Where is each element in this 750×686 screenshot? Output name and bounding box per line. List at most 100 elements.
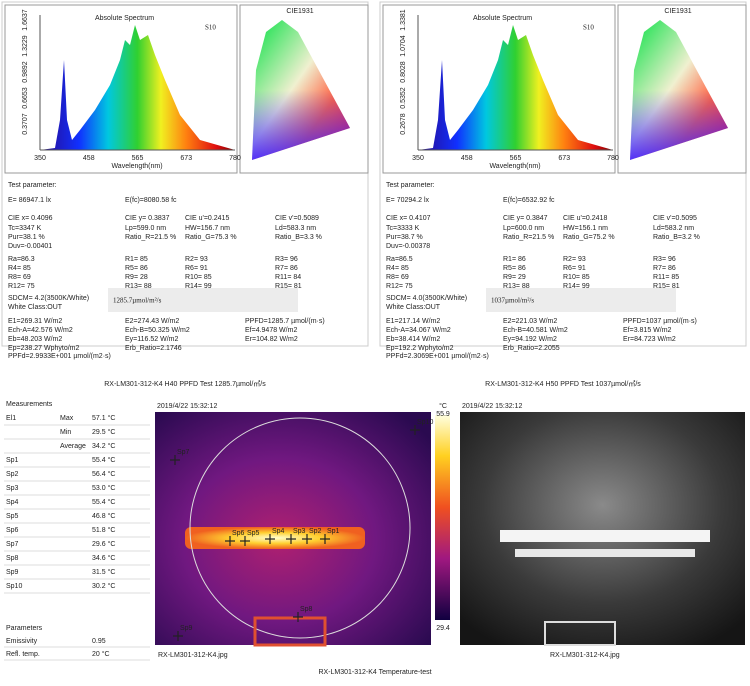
table-cell: Sp6 [6, 527, 19, 534]
parameter: PPFd=2.9933E+001 µmol/(m2·s) [8, 353, 111, 360]
highlight-box [108, 288, 298, 312]
parameter: R10= 85 [563, 274, 590, 281]
y-tick-label: 1.3229 [22, 35, 29, 57]
parameter: R4= 85 [386, 265, 409, 272]
parameter: CIE u'=0.2415 [185, 215, 229, 222]
parameter: R3= 96 [275, 256, 298, 263]
parameter: R6= 91 [563, 265, 586, 272]
parameter: Ech-B=50.325 W/m2 [125, 327, 190, 334]
parameter: R5= 86 [503, 265, 526, 272]
y-tick-label: 1.6637 [22, 9, 29, 31]
parameter: Ep=192.2 Wphyto/m2 [386, 345, 454, 352]
parameter: PPFD=1037 µmol/(m·s) [623, 318, 697, 325]
table-cell: Min [60, 429, 71, 436]
parameter: R12= 75 [8, 283, 35, 290]
parameter: HW=156.1 nm [563, 225, 608, 232]
table-cell: 55.4 °C [92, 498, 115, 506]
parameter: R8= 69 [386, 274, 409, 281]
cie-title: CIE1931 [286, 8, 313, 15]
parameter: CIE v'=0.5089 [275, 215, 319, 222]
spot-label: Sp5 [247, 530, 260, 537]
spot-label: Sp8 [300, 606, 313, 613]
color-scale [435, 415, 450, 620]
table-cell: 51.8 °C [92, 526, 115, 534]
parameter: Ratio_B=3.2 % [653, 234, 700, 241]
parameter: SDCM= 4.2(3500K/White) [8, 295, 89, 302]
parameter: E= 70294.2 lx [386, 197, 430, 204]
parameter: Ratio_G=75.2 % [563, 234, 615, 241]
parameter: Ra=86.5 [386, 256, 413, 263]
parameter: R9= 29 [503, 274, 526, 281]
parameter: PPFD=1285.7 µmol/(m·s) [245, 318, 325, 325]
table-cell: Sp5 [6, 513, 19, 520]
file-name: RX-LM301-312-K4.jpg [158, 652, 228, 659]
highlight-box [486, 288, 676, 312]
cie-title: CIE1931 [664, 8, 691, 15]
table-cell: 46.8 °C [92, 512, 115, 520]
footer-title: RX-LM301-312-K4 Temperature-test [318, 669, 431, 676]
decor [1, 1, 747, 647]
parameter: E1=269.31 W/m2 [8, 318, 62, 325]
table-heading: Parameters [6, 625, 43, 632]
x-tick-label: 350 [412, 155, 424, 162]
parameter: Erb_Ratio=2.2055 [503, 345, 560, 352]
x-tick-label: 458 [461, 155, 473, 162]
parameter: R14= 99 [563, 283, 590, 290]
parameter: Pur=38.1 % [8, 234, 45, 241]
spectrum-title: Absolute Spectrum [95, 15, 154, 22]
table-cell: Average [60, 443, 86, 450]
table-cell: 31.5 °C [92, 568, 115, 576]
parameter: Ratio_B=3.3 % [275, 234, 322, 241]
x-axis-label: Wavelength(nm) [111, 163, 162, 170]
parameter: R13= 88 [503, 283, 530, 290]
parameter: R11= 85 [653, 274, 679, 281]
y-tick-label: 1.0704 [400, 35, 407, 57]
parameter: CIE y= 0.3847 [503, 215, 548, 222]
parameter: Tc=3333 K [386, 225, 420, 232]
parameter: Eb=38.414 W/m2 [386, 336, 440, 343]
parameter: R12= 75 [386, 283, 413, 290]
parameter: CIE u'=0.2418 [563, 215, 607, 222]
file-name: RX-LM301-312-K4.jpg [550, 652, 620, 659]
spectrum-title: Absolute Spectrum [473, 15, 532, 22]
parameter: Er=84.723 W/m2 [623, 336, 676, 343]
y-tick-label: 0.9892 [22, 61, 29, 83]
parameter: Ratio_R=21.5 % [125, 234, 176, 241]
parameter: Ech-A=42.576 W/m2 [8, 327, 73, 334]
parameter: R5= 86 [125, 265, 148, 272]
parameter: White Class:OUT [386, 304, 441, 311]
parameter: R10= 85 [185, 274, 212, 281]
parameter: White Class:OUT [8, 304, 63, 311]
parameter: Ld=583.3 nm [275, 225, 316, 232]
parameter: Ratio_G=75.3 % [185, 234, 237, 241]
x-tick-label: 673 [180, 155, 192, 162]
x-tick-label: 458 [83, 155, 95, 162]
x-tick-label: 350 [34, 155, 46, 162]
parameter: CIE v'=0.5095 [653, 215, 697, 222]
parameter: Ef=3.815 W/m2 [623, 327, 672, 334]
parameter: Ld=583.2 nm [653, 225, 694, 232]
parameter: Ey=94.192 W/m2 [503, 336, 557, 343]
parameter: Ef=4.9478 W/m2 [245, 327, 297, 334]
frame-shape [544, 621, 616, 646]
table-cell: Sp4 [6, 499, 19, 506]
parameter: Ra=86.3 [8, 256, 35, 263]
parameter: R7= 86 [653, 265, 676, 272]
parameter: E2=274.43 W/m2 [125, 318, 179, 325]
light-panel [500, 530, 710, 542]
section-heading: Test parameter: [8, 182, 57, 189]
table-cell: Sp1 [6, 457, 19, 464]
parameter: E= 86947.1 lx [8, 197, 52, 204]
parameter: HW=156.7 nm [185, 225, 230, 232]
y-tick-label: 0.2678 [400, 113, 407, 135]
spot-label: Sp7 [177, 449, 190, 456]
parameter: E2=221.03 W/m2 [503, 318, 557, 325]
x-tick-label: 565 [510, 155, 522, 162]
spot-label: Sp3 [293, 528, 306, 535]
sample-label: S10 [205, 24, 216, 32]
y-tick-label: 0.8028 [400, 61, 407, 83]
y-tick-label: 0.3707 [22, 113, 29, 135]
parameter: Duv=-0.00401 [8, 243, 52, 250]
parameter: SDCM= 4.0(3500K/White) [386, 295, 467, 302]
ppfd-highlight: 1037µmol/m²/s [491, 297, 534, 305]
